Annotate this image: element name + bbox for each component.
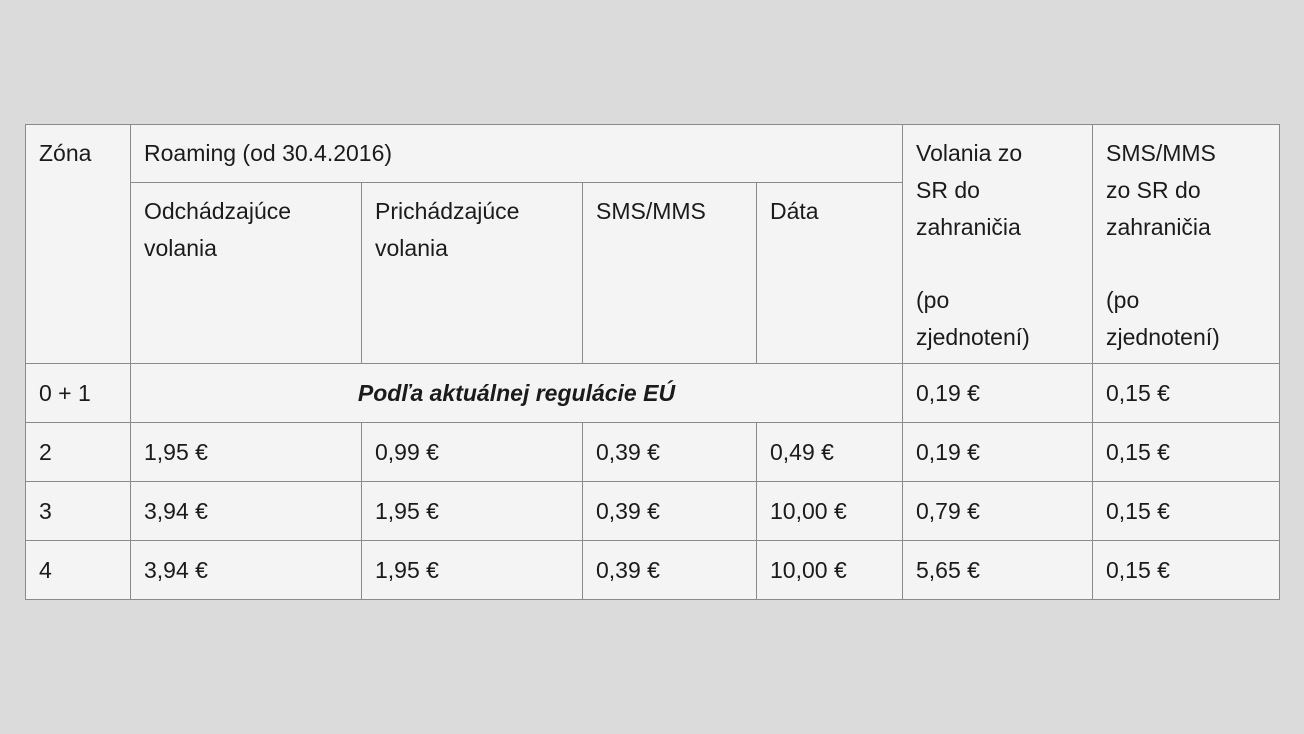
price-cell: 0,99 € <box>361 422 583 482</box>
table-row-zone-4: 4 3,94 € 1,95 € 0,39 € 10,00 € 5,65 € 0,… <box>25 540 1280 600</box>
zone-label: 0 + 1 <box>25 363 131 423</box>
header-row-group: Zóna Roaming (od 30.4.2016) Volania zo S… <box>25 124 1280 364</box>
table-row-zone-0-1: 0 + 1 Podľa aktuálnej regulácie EÚ 0,19 … <box>25 363 1280 423</box>
price-cell: 3,94 € <box>130 540 362 600</box>
zone-label: 2 <box>25 422 131 482</box>
price-cell: 0,79 € <box>902 481 1093 541</box>
table-row-zone-2: 2 1,95 € 0,99 € 0,39 € 0,49 € 0,19 € 0,1… <box>25 422 1280 482</box>
header-volania-zo-sr-note: (po zjednotení) <box>916 287 1030 351</box>
price-cell: 0,15 € <box>1092 422 1280 482</box>
zone-label: 4 <box>25 540 131 600</box>
header-sms-mms: SMS/MMS <box>582 182 757 364</box>
header-sms-zo-sr: SMS/MMS zo SR do zahraničia (po zjednote… <box>1092 124 1280 364</box>
price-cell: 0,15 € <box>1092 363 1280 423</box>
price-cell: 1,95 € <box>361 540 583 600</box>
header-prichadzajuce-volania: Prichádzajúce volania <box>361 182 583 364</box>
price-cell: 1,95 € <box>361 481 583 541</box>
price-cell: 0,39 € <box>582 481 757 541</box>
price-cell: 0,15 € <box>1092 540 1280 600</box>
price-cell: 10,00 € <box>756 481 903 541</box>
price-cell: 0,49 € <box>756 422 903 482</box>
price-cell: 0,39 € <box>582 540 757 600</box>
price-cell: 3,94 € <box>130 481 362 541</box>
header-roaming-group: Roaming (od 30.4.2016) <box>130 124 903 183</box>
price-cell: 1,95 € <box>130 422 362 482</box>
price-cell: 0,39 € <box>582 422 757 482</box>
header-data: Dáta <box>756 182 903 364</box>
header-row-sub: Odchádzajúce volania Prichádzajúce volan… <box>26 182 1280 364</box>
header-sms-zo-sr-note: (po zjednotení) <box>1106 287 1220 351</box>
header-sms-zo-sr-title: SMS/MMS zo SR do zahraničia <box>1106 140 1216 240</box>
header-volania-zo-sr-title: Volania zo SR do zahraničia <box>916 140 1023 240</box>
price-cell: 10,00 € <box>756 540 903 600</box>
roaming-pricing-table: Zóna Roaming (od 30.4.2016) Volania zo S… <box>25 124 1280 600</box>
table-row-zone-3: 3 3,94 € 1,95 € 0,39 € 10,00 € 0,79 € 0,… <box>25 481 1280 541</box>
zone-label: 3 <box>25 481 131 541</box>
header-volania-zo-sr: Volania zo SR do zahraničia (po zjednote… <box>902 124 1093 364</box>
header-zona: Zóna <box>25 124 131 364</box>
price-cell: 0,19 € <box>902 422 1093 482</box>
header-odchadzajuce-volania: Odchádzajúce volania <box>130 182 362 364</box>
price-cell: 0,15 € <box>1092 481 1280 541</box>
price-cell: 0,19 € <box>902 363 1093 423</box>
price-cell: 5,65 € <box>902 540 1093 600</box>
eu-regulation-cell: Podľa aktuálnej regulácie EÚ <box>130 363 903 423</box>
